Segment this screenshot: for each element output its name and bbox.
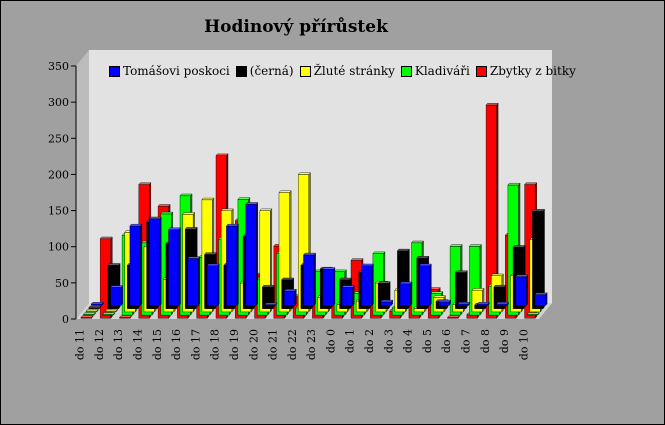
x-tick-label: do 11 [74,329,87,360]
bar [110,285,124,307]
x-tick-label: do 16 [170,329,183,360]
x-tick-label: do 0 [324,329,337,353]
bar [80,315,94,319]
bar [148,216,162,307]
legend-label: Zbytky z bitky [489,64,576,78]
bar [168,227,181,307]
bar [454,270,468,310]
chart-title: Hodinový přírůstek [204,17,388,37]
bar [360,263,374,307]
legend-label: (černá) [249,64,294,78]
y-tick-label: 50 [55,277,69,290]
bar [457,301,471,307]
x-tick-label: do 1 [344,329,357,353]
bar [264,302,278,307]
x-tick-label: do 19 [228,329,241,360]
legend-swatch [235,65,247,77]
bar [399,281,413,307]
legend-label: Kladiváři [414,64,470,78]
x-tick-label: do 5 [421,329,434,353]
bar [531,208,545,310]
bar [104,308,118,313]
legend-item: Žluté stránky [299,64,395,78]
x-tick-label: do 2 [363,329,376,353]
y-tick-label: 150 [48,205,69,218]
bar [303,252,317,307]
x-tick-label: do 8 [479,329,492,353]
bar [526,311,540,316]
x-tick-label: do 13 [112,329,125,360]
bar [341,285,355,307]
y-tick-label: 250 [48,132,69,145]
x-tick-label: do 4 [402,329,415,353]
bar [438,299,452,307]
bar [476,301,490,307]
y-axis: 0 50 100 150 200 250 300 350 [48,60,77,326]
legend-swatch [299,65,311,77]
bar [283,288,297,307]
x-tick-label: do 22 [286,329,299,360]
x-axis: do 11 do 12 do 13 do 14 do 15 do 16 do 17 do 18… [74,329,531,360]
legend-label: Žluté stránky [313,64,395,78]
legend-item: Tomášovi poskoci [109,64,230,78]
bar [129,223,143,307]
legend-item: Kladiváři [400,64,470,78]
y-tick-label: 200 [48,168,69,181]
bar [187,256,201,307]
legend-swatch [475,65,487,77]
y-tick-label: 0 [62,313,69,326]
bar [90,301,104,307]
x-tick-label: do 14 [132,329,145,360]
y-tick-label: 100 [48,241,69,254]
legend-label: Tomášovi poskoci [123,64,230,78]
legend-swatch [109,65,120,77]
bar [418,263,432,307]
bar [83,311,97,316]
bar [322,267,336,307]
x-tick-label: do 17 [189,329,202,360]
bar [380,299,394,307]
side-wall [76,50,89,319]
legend-item: Zbytky z bitky [475,64,576,78]
x-tick-label: do 18 [209,329,222,360]
bar [496,301,509,307]
bar [119,315,132,319]
y-tick-label: 350 [48,60,69,73]
x-tick-label: do 23 [305,329,318,360]
x-tick-label: do 15 [151,329,164,360]
y-tick-label: 300 [48,96,69,109]
bar [85,308,99,313]
x-tick-label: do 12 [93,329,106,360]
bar [225,223,239,307]
bar [102,311,116,316]
bar [515,274,529,307]
x-tick-label: do 6 [440,329,453,353]
x-tick-label: do 7 [460,329,473,353]
bar [485,102,499,319]
bar [534,292,548,307]
x-tick-label: do 9 [498,329,511,353]
bar [245,201,259,307]
bar [447,315,460,319]
bar [88,305,102,310]
legend: Tomášovi poskoci (černá) Žluté stránky Klad… [109,63,576,79]
legend-item: (černá) [235,64,294,78]
x-tick-label: do 3 [382,329,395,353]
x-tick-label: do 21 [267,329,280,360]
x-tick-label: do 10 [517,329,530,360]
x-tick-label: do 20 [247,329,260,360]
chart-bars [80,102,548,319]
legend-swatch [400,65,412,77]
bar [206,263,220,307]
